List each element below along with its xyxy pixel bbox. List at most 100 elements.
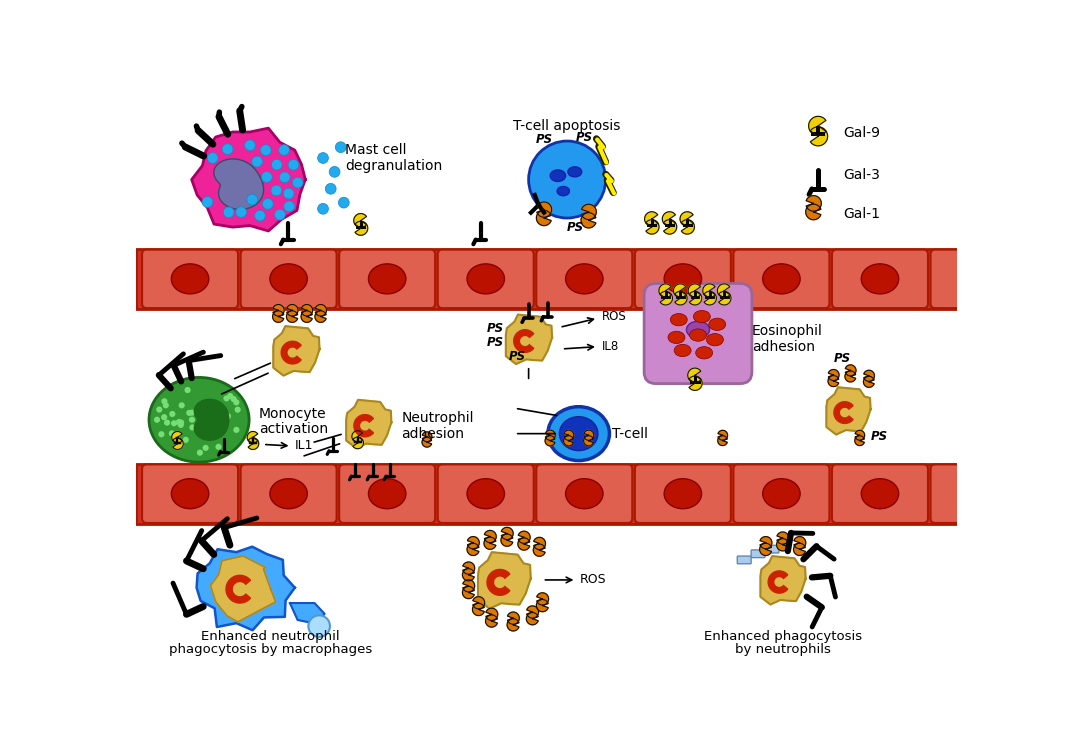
Circle shape (203, 197, 213, 208)
Polygon shape (536, 599, 548, 612)
Circle shape (182, 437, 189, 443)
Circle shape (255, 210, 265, 221)
Polygon shape (287, 311, 297, 322)
Ellipse shape (696, 347, 713, 359)
Circle shape (252, 156, 262, 167)
Polygon shape (468, 537, 480, 549)
Ellipse shape (369, 479, 406, 508)
Text: Gal-1: Gal-1 (843, 207, 879, 221)
Circle shape (262, 199, 273, 209)
Ellipse shape (664, 479, 701, 508)
Text: IL1: IL1 (294, 439, 313, 452)
Circle shape (154, 417, 160, 423)
Circle shape (233, 399, 240, 406)
Ellipse shape (690, 329, 707, 341)
Text: phagocytosis by macrophages: phagocytosis by macrophages (169, 643, 372, 655)
FancyBboxPatch shape (831, 464, 928, 523)
Circle shape (178, 420, 184, 426)
Polygon shape (486, 615, 498, 627)
Polygon shape (287, 304, 298, 316)
Circle shape (230, 396, 237, 402)
Polygon shape (527, 613, 538, 624)
Ellipse shape (467, 479, 504, 508)
Polygon shape (346, 400, 391, 449)
Ellipse shape (709, 319, 726, 330)
Polygon shape (473, 596, 485, 609)
Polygon shape (196, 547, 295, 630)
Circle shape (318, 152, 328, 163)
Polygon shape (546, 430, 555, 440)
Text: Enhanced neutrophil: Enhanced neutrophil (201, 630, 340, 644)
Circle shape (217, 404, 224, 410)
Ellipse shape (558, 186, 569, 196)
FancyBboxPatch shape (438, 250, 534, 308)
Polygon shape (463, 579, 474, 592)
Polygon shape (646, 219, 659, 234)
Polygon shape (806, 204, 821, 219)
Polygon shape (674, 284, 685, 298)
Polygon shape (354, 415, 373, 437)
Polygon shape (302, 304, 312, 316)
Circle shape (203, 445, 209, 451)
Polygon shape (487, 570, 510, 596)
Circle shape (209, 412, 214, 419)
Polygon shape (834, 402, 853, 423)
Polygon shape (537, 202, 551, 217)
FancyBboxPatch shape (644, 284, 752, 384)
Polygon shape (533, 544, 545, 556)
Polygon shape (760, 556, 806, 605)
Polygon shape (675, 291, 688, 305)
Polygon shape (467, 543, 479, 556)
Polygon shape (518, 531, 530, 543)
Polygon shape (863, 376, 874, 387)
Polygon shape (353, 437, 364, 449)
Polygon shape (662, 212, 676, 226)
Polygon shape (484, 537, 496, 549)
Circle shape (207, 427, 213, 433)
Polygon shape (536, 211, 551, 225)
Polygon shape (689, 376, 702, 390)
Text: ROS: ROS (580, 573, 607, 587)
Circle shape (197, 449, 203, 456)
Circle shape (169, 411, 176, 417)
Ellipse shape (172, 264, 209, 294)
FancyBboxPatch shape (738, 556, 752, 564)
Polygon shape (507, 619, 519, 631)
Polygon shape (760, 543, 772, 556)
Polygon shape (422, 432, 432, 442)
Polygon shape (828, 370, 839, 381)
Ellipse shape (270, 479, 307, 508)
FancyBboxPatch shape (733, 250, 829, 308)
Circle shape (271, 185, 281, 196)
Circle shape (529, 141, 605, 218)
Circle shape (325, 183, 336, 194)
Polygon shape (845, 371, 856, 382)
Polygon shape (845, 365, 856, 376)
Polygon shape (659, 284, 672, 298)
Polygon shape (777, 532, 789, 544)
Polygon shape (545, 436, 555, 446)
Text: PS: PS (566, 221, 583, 234)
Circle shape (292, 177, 303, 188)
Polygon shape (281, 341, 302, 364)
Circle shape (176, 419, 182, 425)
FancyBboxPatch shape (241, 250, 337, 308)
Polygon shape (688, 368, 700, 383)
Polygon shape (809, 116, 826, 135)
Text: Neutrophil: Neutrophil (402, 411, 474, 425)
Circle shape (261, 171, 272, 183)
Circle shape (336, 142, 346, 152)
Circle shape (318, 203, 328, 214)
Polygon shape (226, 576, 251, 603)
Text: PS: PS (487, 336, 504, 350)
Circle shape (260, 145, 271, 155)
Polygon shape (537, 593, 549, 605)
FancyBboxPatch shape (142, 250, 238, 308)
Polygon shape (680, 212, 693, 226)
Circle shape (236, 207, 246, 217)
Ellipse shape (671, 313, 688, 326)
Polygon shape (702, 284, 715, 298)
Polygon shape (660, 291, 673, 305)
Polygon shape (527, 606, 538, 618)
Text: by neutrophils: by neutrophils (734, 643, 830, 655)
